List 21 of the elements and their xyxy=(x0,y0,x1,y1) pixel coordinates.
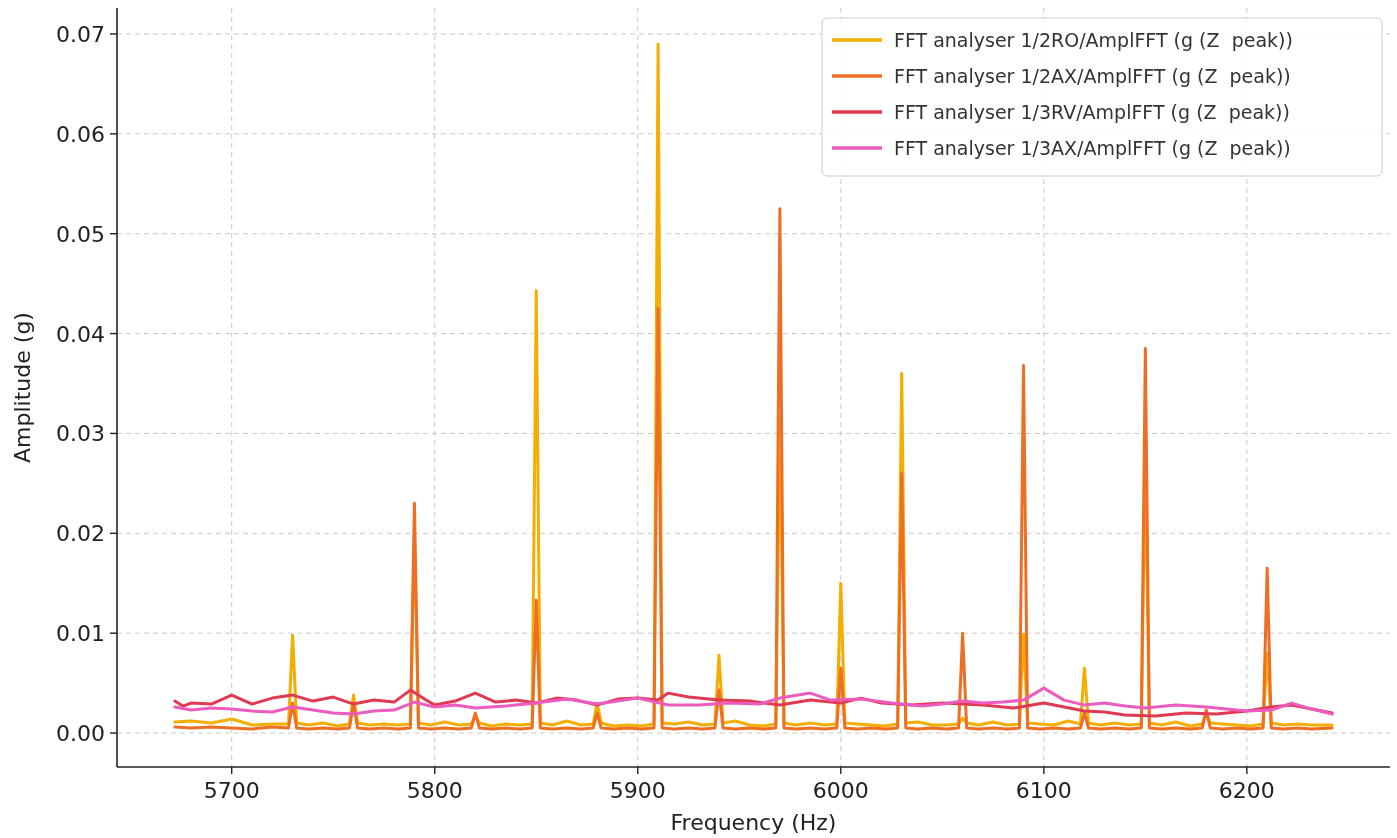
y-tick-label: 0.04 xyxy=(56,321,105,347)
y-tick-label: 0.03 xyxy=(56,421,105,447)
y-axis-title: Amplitude (g) xyxy=(10,312,35,463)
line-series xyxy=(173,207,1334,731)
x-tick-label: 6100 xyxy=(1015,778,1072,803)
legend-label: FFT analyser 1/3AX/AmplFFT (g (Z peak)) xyxy=(894,137,1291,159)
x-tick-label: 6200 xyxy=(1218,778,1275,803)
x-tick-label: 5900 xyxy=(609,778,666,803)
y-tick-label: 0.05 xyxy=(56,221,105,247)
x-tick-label: 5800 xyxy=(406,778,463,803)
legend-label: FFT analyser 1/3RV/AmplFFT (g (Z peak)) xyxy=(894,101,1290,123)
legend-label: FFT analyser 1/2AX/AmplFFT (g (Z peak)) xyxy=(894,65,1291,87)
x-axis-title: Frequency (Hz) xyxy=(670,810,837,835)
legend-label: FFT analyser 1/2RO/AmplFFT (g (Z peak)) xyxy=(894,29,1293,51)
y-tick-label: 0.00 xyxy=(56,721,105,747)
y-tick-label: 0.06 xyxy=(56,121,105,147)
y-tick-label: 0.07 xyxy=(56,21,105,47)
x-tick-label: 5700 xyxy=(203,778,260,803)
y-tick-label: 0.02 xyxy=(56,521,105,547)
y-tick-label: 0.01 xyxy=(56,621,105,647)
x-tick-label: 6000 xyxy=(812,778,869,803)
